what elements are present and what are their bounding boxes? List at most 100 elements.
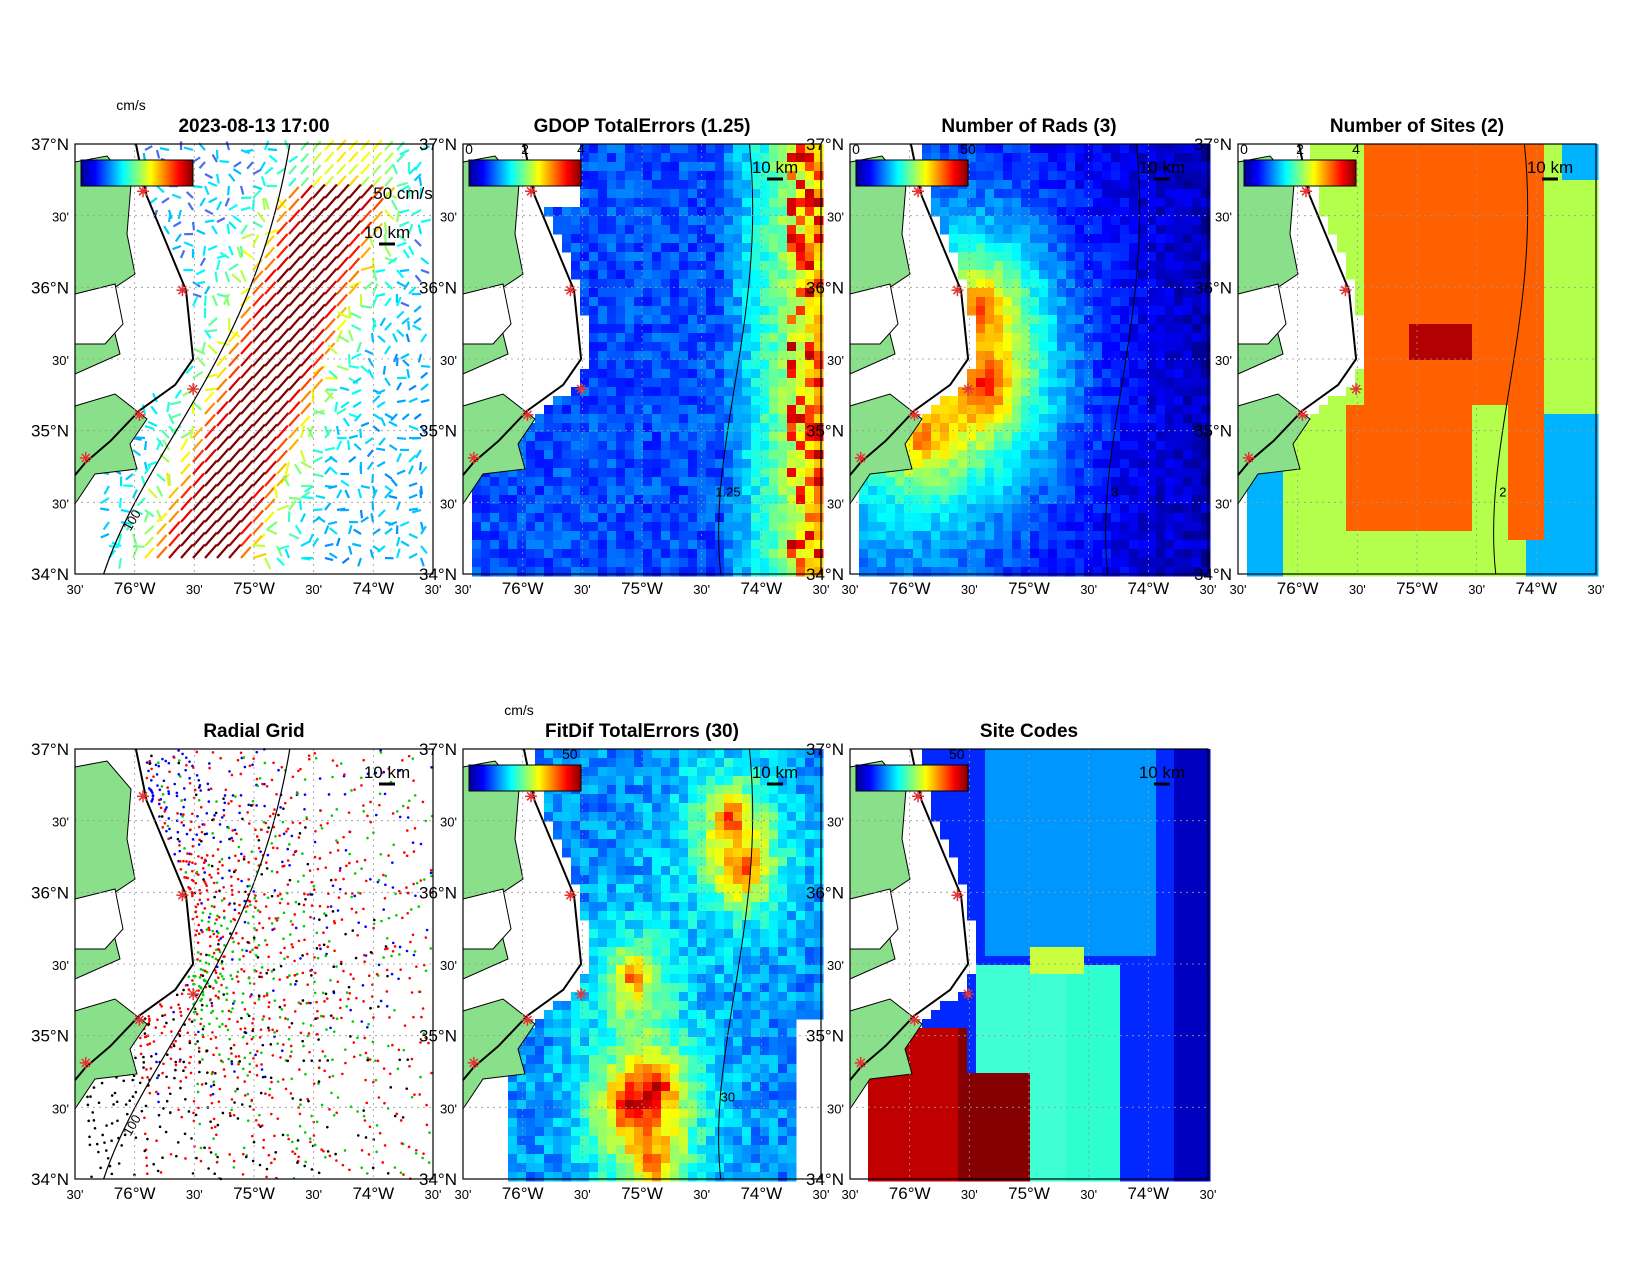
isobath-line <box>103 748 291 1180</box>
map-frame <box>849 748 1209 1180</box>
x-tick-label: 30' <box>961 582 978 597</box>
y-tick-label: 36°N <box>31 278 69 297</box>
site-marker-icon <box>467 1056 480 1069</box>
x-tick-label: 30' <box>1588 582 1605 597</box>
panel-gdop: 1.25 GDOP TotalErrors (1.25) 37°N 30' 36°N 30… <box>419 116 829 598</box>
x-tick-label: 74°W <box>1515 579 1557 598</box>
panel-title: Site Codes <box>980 721 1078 742</box>
site-marker-icon <box>951 889 964 902</box>
panel-title: FitDif TotalErrors (30) <box>545 721 739 742</box>
data-layer <box>472 144 824 577</box>
land-layer <box>849 143 970 506</box>
colorbar-units: cm/s <box>504 702 534 718</box>
land-layer <box>74 748 195 1111</box>
x-tick-label: 30' <box>693 1187 710 1202</box>
site-marker-icon <box>137 185 150 198</box>
x-tick-label: 30' <box>305 582 322 597</box>
x-tick-label: 30' <box>1080 1187 1097 1202</box>
site-marker-icon <box>962 383 975 396</box>
y-tick-label: 34°N <box>806 565 844 584</box>
x-tick-label: 76°W <box>114 579 156 598</box>
colorbar-tick: 2 <box>1296 141 1304 157</box>
x-tick-label: 30' <box>574 1187 591 1202</box>
map-frame <box>462 143 822 575</box>
map-frame <box>74 143 434 575</box>
x-tick-label: 74°W <box>1127 579 1169 598</box>
y-tick-label: 34°N <box>806 1170 844 1189</box>
contour-line <box>1493 143 1529 575</box>
x-tick-label: 75°W <box>621 579 663 598</box>
y-tick-label: 30' <box>440 1101 457 1116</box>
x-tick-label: 30' <box>842 1187 859 1202</box>
y-tick-label: 30' <box>827 353 844 368</box>
panel-rads: 3 Number of Rads (3) 37°N 30' 36°N 30' 35°N 30'… <box>806 116 1216 598</box>
site-marker-icon <box>133 1013 146 1026</box>
site-marker-icon <box>525 790 538 803</box>
colorbar <box>80 159 194 187</box>
x-tick-label: 76°W <box>114 1184 156 1203</box>
y-tick-label: 30' <box>52 496 69 511</box>
y-tick-label: 35°N <box>806 422 844 441</box>
site-marker-icon <box>187 988 200 1001</box>
site-marker-icon <box>79 451 92 464</box>
x-tick-label: 76°W <box>889 579 931 598</box>
x-tick-label: 76°W <box>1277 579 1319 598</box>
land-layer <box>74 143 195 506</box>
scalebar-label: 10 km <box>1527 158 1573 177</box>
coastline <box>849 748 970 1081</box>
colorbar-tick: 50 <box>562 746 578 762</box>
contour-label: 3 <box>1111 485 1118 500</box>
y-tick-label: 30' <box>52 958 69 973</box>
vector-scale-label: 50 cm/s <box>373 184 433 203</box>
y-tick-label: 37°N <box>419 740 457 759</box>
x-tick-label: 75°W <box>233 1184 275 1203</box>
colorbar-tick: 0 <box>852 141 860 157</box>
contour-label: 30 <box>721 1090 735 1105</box>
y-tick-label: 30' <box>827 210 844 225</box>
site-marker-icon <box>564 284 577 297</box>
x-tick-label: 30' <box>1200 582 1217 597</box>
x-tick-label: 74°W <box>352 579 394 598</box>
site-marker-icon <box>912 185 925 198</box>
land-layer <box>462 748 583 1111</box>
scalebar-label: 10 km <box>1139 763 1185 782</box>
y-tick-label: 30' <box>52 353 69 368</box>
x-tick-label: 30' <box>186 1187 203 1202</box>
colorbar <box>468 159 582 187</box>
y-tick-label: 35°N <box>31 422 69 441</box>
map-frame <box>74 748 434 1180</box>
y-tick-label: 30' <box>52 1101 69 1116</box>
coastline <box>849 143 970 476</box>
site-marker-icon <box>908 408 921 421</box>
contour-line <box>1105 143 1141 575</box>
colorbar-tick: 0 <box>1240 141 1248 157</box>
y-tick-label: 34°N <box>31 565 69 584</box>
site-marker-icon <box>1296 408 1309 421</box>
site-marker-icon <box>1300 185 1313 198</box>
site-marker-icon <box>525 185 538 198</box>
site-marker-icon <box>962 988 975 1001</box>
map-frame <box>849 143 1209 575</box>
scalebar-label: 10 km <box>364 223 410 242</box>
data-layer <box>99 139 431 570</box>
site-marker-icon <box>521 408 534 421</box>
site-marker-icon <box>564 889 577 902</box>
x-tick-label: 30' <box>305 1187 322 1202</box>
data-layer <box>499 749 824 1182</box>
land-layer <box>849 748 970 1111</box>
y-tick-label: 37°N <box>1194 135 1232 154</box>
coastline <box>462 748 583 1081</box>
site-marker-icon <box>1339 284 1352 297</box>
site-marker-icon <box>1350 383 1363 396</box>
y-tick-label: 30' <box>827 1101 844 1116</box>
x-tick-label: 75°W <box>1008 1184 1050 1203</box>
x-tick-label: 30' <box>455 582 472 597</box>
x-tick-label: 30' <box>813 1187 830 1202</box>
site-marker-icon <box>133 408 146 421</box>
colorbar-tick: 0 <box>465 141 473 157</box>
x-tick-label: 76°W <box>502 1184 544 1203</box>
coastline <box>74 748 195 1081</box>
